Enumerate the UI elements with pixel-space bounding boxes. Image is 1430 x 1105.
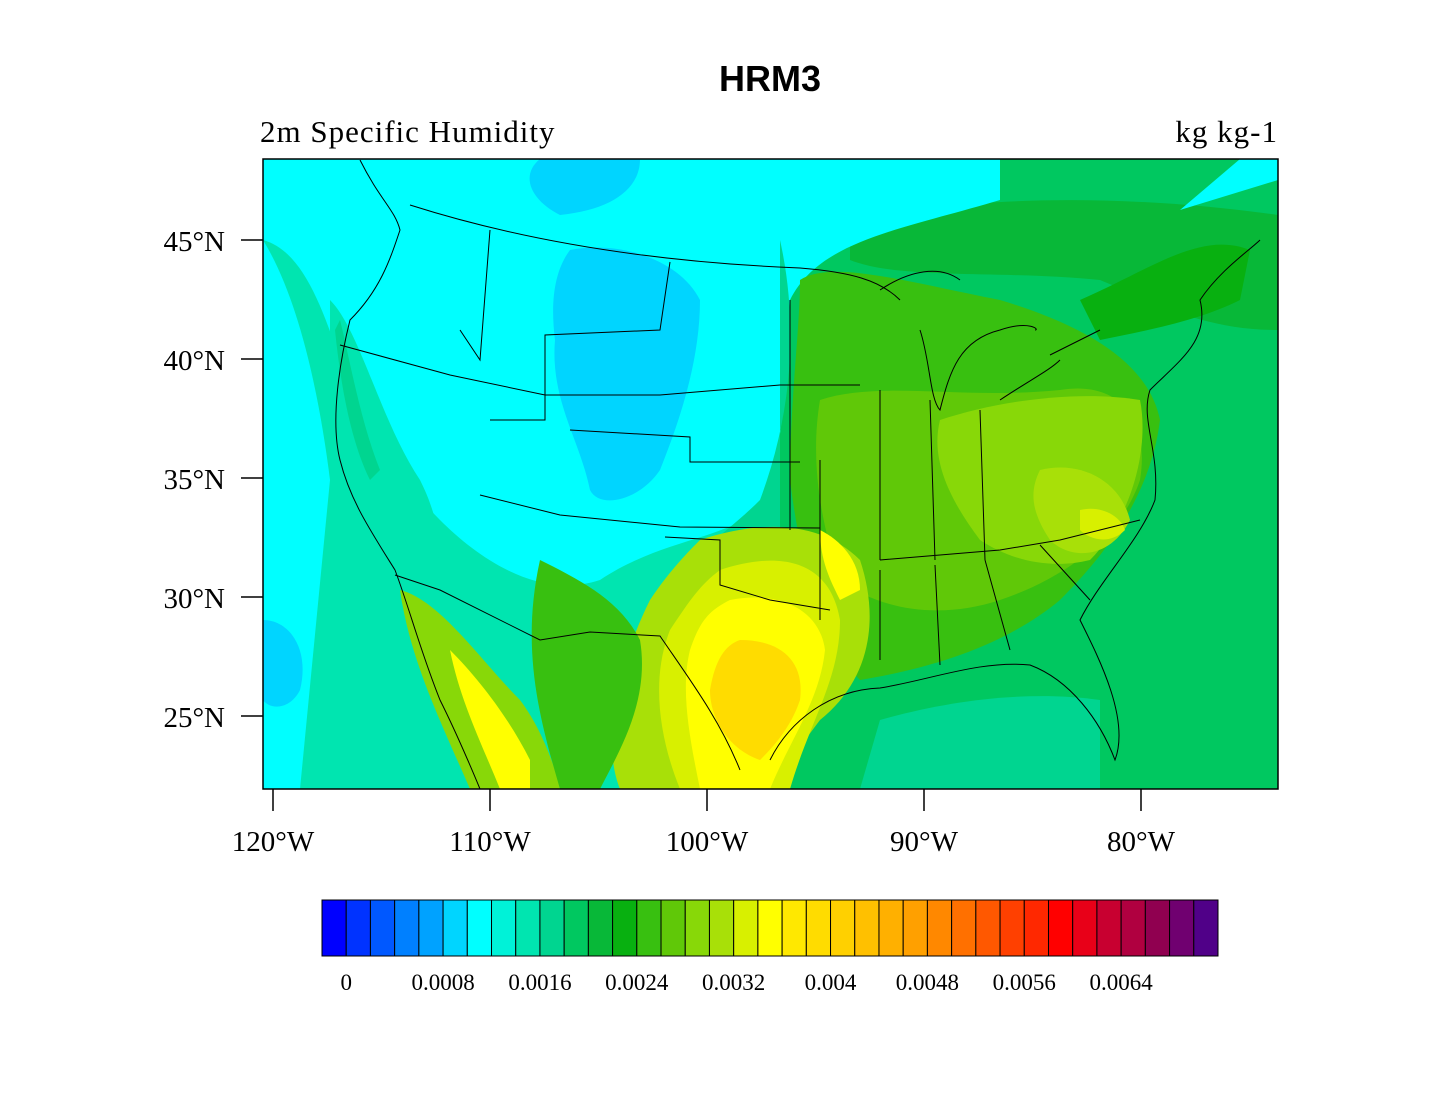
colorbar: 0 0.0008 0.0016 0.0024 0.0032 0.004 0.0048 0.00…	[321, 899, 1219, 995]
lon-tick-label: 80°W	[1107, 826, 1176, 858]
colorbar-box	[369, 899, 396, 957]
east-coastline	[769, 239, 1261, 762]
colorbar-box	[854, 899, 880, 957]
great-lakes-shores	[879, 270, 1101, 411]
colorbar-box	[539, 899, 565, 957]
colorbar-label: 0.0008	[411, 970, 474, 995]
colorbar-box	[926, 899, 953, 957]
colorbar-box	[442, 899, 468, 957]
colorbar-box	[733, 899, 759, 957]
colorbar-label: 0.004	[805, 970, 857, 995]
colorbar-box	[1120, 899, 1146, 957]
colorbar-box	[1144, 899, 1171, 957]
chart-title: HRM3	[718, 58, 821, 99]
lon-tick-label: 100°W	[666, 826, 749, 858]
colorbar-box	[805, 899, 832, 957]
colorbar-label: 0.0048	[896, 970, 959, 995]
colorbar-box	[515, 899, 541, 957]
colorbar-box	[902, 899, 928, 957]
colorbar-box	[878, 899, 904, 957]
variable-name: 2m Specific Humidity	[260, 114, 556, 149]
colorbar-box	[345, 899, 371, 957]
colorbar-box	[1169, 899, 1195, 957]
longitude-axis: 120°W 110°W 100°W 90°W 80°W	[232, 789, 1176, 858]
colorbar-box	[1072, 899, 1098, 957]
colorbar-box	[660, 899, 686, 957]
colorbar-box	[466, 899, 493, 957]
colorbar-label: 0	[340, 970, 352, 995]
colorbar-box	[757, 899, 783, 957]
colorbar-label: 0.0032	[702, 970, 765, 995]
colorbar-box	[394, 899, 420, 957]
colorbar-box	[1193, 899, 1219, 957]
colorbar-box	[636, 899, 662, 957]
colorbar-label: 0.0064	[1090, 970, 1154, 995]
units-label: kg kg-1	[1175, 114, 1278, 149]
colorbar-box	[418, 899, 444, 957]
colorbar-label: 0.0056	[993, 970, 1056, 995]
state-borders	[339, 229, 1141, 620]
west-coastline	[335, 159, 481, 790]
state-borders-south	[879, 544, 1091, 666]
colorbar-box	[587, 899, 614, 957]
colorbar-box	[612, 899, 638, 957]
colorbar-box	[491, 899, 517, 957]
colorbar-box	[975, 899, 1001, 957]
boundary-lines	[335, 159, 1261, 790]
lat-tick-label: 35°N	[163, 464, 225, 496]
latitude-axis: 45°N 40°N 35°N 30°N 25°N	[163, 226, 263, 734]
humidity-field	[263, 159, 1278, 789]
lon-tick-label: 120°W	[232, 826, 315, 858]
lat-tick-label: 30°N	[163, 583, 225, 615]
colorbar-box	[563, 899, 589, 957]
colorbar-box	[781, 899, 807, 957]
lat-tick-label: 45°N	[163, 226, 225, 258]
colorbar-box	[1047, 899, 1074, 957]
colorbar-box	[684, 899, 710, 957]
canada-border	[409, 204, 901, 301]
mexico-border	[394, 574, 741, 771]
colorbar-box	[708, 899, 735, 957]
lat-tick-label: 25°N	[163, 702, 225, 734]
colorbar-label: 0.0016	[508, 970, 571, 995]
colorbar-box	[1023, 899, 1049, 957]
lon-tick-label: 90°W	[890, 826, 959, 858]
colorbar-label: 0.0024	[605, 970, 669, 995]
colorbar-box	[951, 899, 977, 957]
lon-tick-label: 110°W	[449, 826, 531, 858]
lat-tick-label: 40°N	[163, 345, 225, 377]
colorbar-box	[830, 899, 856, 957]
colorbar-box	[321, 899, 347, 957]
colorbar-box	[1096, 899, 1122, 957]
plot-frame	[262, 158, 1279, 790]
colorbar-box	[999, 899, 1025, 957]
